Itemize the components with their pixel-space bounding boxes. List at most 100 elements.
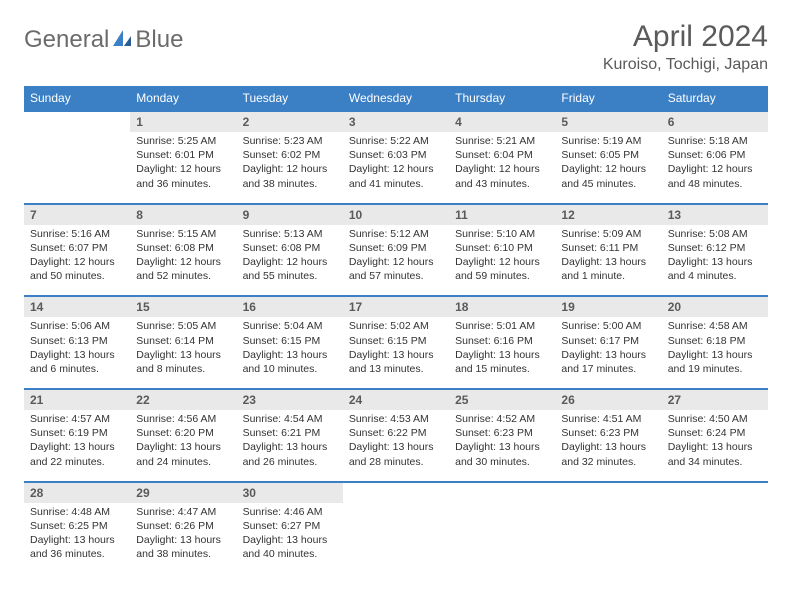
day-number: 9	[237, 205, 343, 225]
location-text: Kuroiso, Tochigi, Japan	[603, 56, 768, 74]
sunrise-text: Sunrise: 4:46 AM	[243, 505, 337, 519]
day-number: 21	[24, 390, 130, 410]
sunset-text: Sunset: 6:14 PM	[136, 334, 230, 348]
day-number-cell	[449, 482, 555, 503]
sunset-text: Sunset: 6:05 PM	[561, 148, 655, 162]
sunrise-text: Sunrise: 5:18 AM	[668, 134, 762, 148]
day-number	[24, 112, 130, 118]
sunset-text: Sunset: 6:09 PM	[349, 241, 443, 255]
day-number-cell: 8	[130, 204, 236, 225]
dayhead-sat: Saturday	[662, 86, 768, 111]
daylight-text: Daylight: 12 hours and 50 minutes.	[30, 255, 124, 283]
daylight-text: Daylight: 13 hours and 15 minutes.	[455, 348, 549, 376]
daynum-row: 21222324252627	[24, 389, 768, 410]
day-content-cell	[555, 503, 661, 574]
sunrise-text: Sunrise: 5:08 AM	[668, 227, 762, 241]
day-number: 25	[449, 390, 555, 410]
day-number: 28	[24, 483, 130, 503]
sunset-text: Sunset: 6:26 PM	[136, 519, 230, 533]
day-number: 7	[24, 205, 130, 225]
sail-icon	[111, 28, 133, 53]
sunset-text: Sunset: 6:11 PM	[561, 241, 655, 255]
daylight-text: Daylight: 13 hours and 30 minutes.	[455, 440, 549, 468]
day-number: 10	[343, 205, 449, 225]
sunset-text: Sunset: 6:15 PM	[243, 334, 337, 348]
day-content-cell: Sunrise: 4:46 AMSunset: 6:27 PMDaylight:…	[237, 503, 343, 574]
day-number: 2	[237, 112, 343, 132]
day-content-cell: Sunrise: 5:19 AMSunset: 6:05 PMDaylight:…	[555, 132, 661, 204]
daylight-text: Daylight: 13 hours and 4 minutes.	[668, 255, 762, 283]
day-content-cell: Sunrise: 5:09 AMSunset: 6:11 PMDaylight:…	[555, 225, 661, 297]
day-content-cell: Sunrise: 5:15 AMSunset: 6:08 PMDaylight:…	[130, 225, 236, 297]
day-number-cell	[662, 482, 768, 503]
sunrise-text: Sunrise: 5:09 AM	[561, 227, 655, 241]
daynum-row: 14151617181920	[24, 296, 768, 317]
day-number-cell: 6	[662, 111, 768, 132]
day-content-cell: Sunrise: 4:48 AMSunset: 6:25 PMDaylight:…	[24, 503, 130, 574]
day-number: 3	[343, 112, 449, 132]
day-content-cell: Sunrise: 5:10 AMSunset: 6:10 PMDaylight:…	[449, 225, 555, 297]
daylight-text: Daylight: 12 hours and 36 minutes.	[136, 162, 230, 190]
daylight-text: Daylight: 12 hours and 55 minutes.	[243, 255, 337, 283]
sunset-text: Sunset: 6:04 PM	[455, 148, 549, 162]
sunset-text: Sunset: 6:17 PM	[561, 334, 655, 348]
day-number-cell: 25	[449, 389, 555, 410]
sunrise-text: Sunrise: 4:58 AM	[668, 319, 762, 333]
daylight-text: Daylight: 13 hours and 38 minutes.	[136, 533, 230, 561]
day-number-cell: 17	[343, 296, 449, 317]
sunset-text: Sunset: 6:10 PM	[455, 241, 549, 255]
day-number-cell: 16	[237, 296, 343, 317]
day-number: 16	[237, 297, 343, 317]
sunrise-text: Sunrise: 5:04 AM	[243, 319, 337, 333]
sunrise-text: Sunrise: 5:10 AM	[455, 227, 549, 241]
day-content-cell	[343, 503, 449, 574]
sunset-text: Sunset: 6:23 PM	[561, 426, 655, 440]
dayhead-sun: Sunday	[24, 86, 130, 111]
day-number-cell	[24, 111, 130, 132]
sunrise-text: Sunrise: 5:22 AM	[349, 134, 443, 148]
day-number-cell: 9	[237, 204, 343, 225]
sunset-text: Sunset: 6:23 PM	[455, 426, 549, 440]
sunrise-text: Sunrise: 4:47 AM	[136, 505, 230, 519]
day-number-cell: 3	[343, 111, 449, 132]
sunset-text: Sunset: 6:03 PM	[349, 148, 443, 162]
sunset-text: Sunset: 6:13 PM	[30, 334, 124, 348]
day-number	[343, 483, 449, 489]
day-content-cell: Sunrise: 4:53 AMSunset: 6:22 PMDaylight:…	[343, 410, 449, 482]
day-content-cell: Sunrise: 5:16 AMSunset: 6:07 PMDaylight:…	[24, 225, 130, 297]
daylight-text: Daylight: 13 hours and 13 minutes.	[349, 348, 443, 376]
daynum-row: 78910111213	[24, 204, 768, 225]
dayhead-mon: Monday	[130, 86, 236, 111]
day-content-cell: Sunrise: 4:58 AMSunset: 6:18 PMDaylight:…	[662, 317, 768, 389]
day-number: 23	[237, 390, 343, 410]
day-number-cell	[555, 482, 661, 503]
day-number-cell: 10	[343, 204, 449, 225]
day-content-cell: Sunrise: 5:04 AMSunset: 6:15 PMDaylight:…	[237, 317, 343, 389]
day-number-cell: 14	[24, 296, 130, 317]
daylight-text: Daylight: 12 hours and 57 minutes.	[349, 255, 443, 283]
day-number-cell: 1	[130, 111, 236, 132]
sunset-text: Sunset: 6:02 PM	[243, 148, 337, 162]
sunset-text: Sunset: 6:07 PM	[30, 241, 124, 255]
sunrise-text: Sunrise: 4:52 AM	[455, 412, 549, 426]
day-number: 26	[555, 390, 661, 410]
day-number-cell: 18	[449, 296, 555, 317]
day-number: 18	[449, 297, 555, 317]
day-number-cell: 30	[237, 482, 343, 503]
daylight-text: Daylight: 13 hours and 10 minutes.	[243, 348, 337, 376]
dayhead-tue: Tuesday	[237, 86, 343, 111]
day-number	[449, 483, 555, 489]
brand-logo: General Blue	[24, 26, 183, 54]
day-number: 1	[130, 112, 236, 132]
sunrise-text: Sunrise: 5:01 AM	[455, 319, 549, 333]
day-number: 24	[343, 390, 449, 410]
day-number-cell: 27	[662, 389, 768, 410]
sunset-text: Sunset: 6:19 PM	[30, 426, 124, 440]
daylight-text: Daylight: 13 hours and 19 minutes.	[668, 348, 762, 376]
brand-text-1: General	[24, 26, 109, 54]
brand-text-2: Blue	[135, 26, 183, 54]
daylight-text: Daylight: 13 hours and 6 minutes.	[30, 348, 124, 376]
day-number: 6	[662, 112, 768, 132]
day-number-cell: 26	[555, 389, 661, 410]
sunrise-text: Sunrise: 5:05 AM	[136, 319, 230, 333]
